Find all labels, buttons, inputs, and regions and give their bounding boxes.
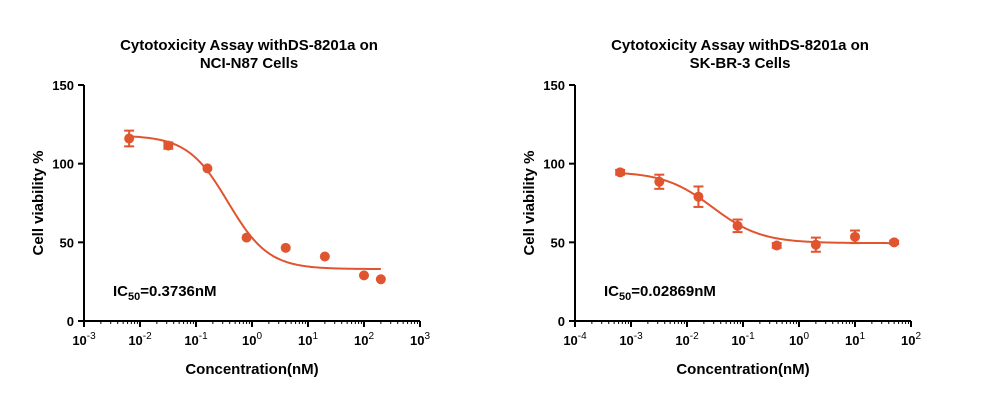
data-point (693, 191, 704, 202)
chart-title-line: Cytotoxicity Assay withDS-8201a on (611, 37, 869, 54)
x-tick-label: 10-1 (184, 331, 208, 348)
x-tick-label: 10-1 (731, 331, 755, 348)
x-tick-exponent: 1 (312, 331, 318, 342)
chart-title-line: NCI-N87 Cells (200, 55, 298, 72)
chart-title-line: SK-BR-3 Cells (690, 55, 791, 72)
x-tick-base: 10 (242, 333, 256, 348)
x-tick-exponent: -3 (634, 331, 643, 342)
chart-2: Cytotoxicity Assay withDS-8201a onSK-BR-… (521, 37, 921, 378)
data-point (771, 240, 782, 251)
x-tick-exponent: 0 (256, 331, 262, 342)
ic50-prefix: IC (113, 283, 128, 300)
fit-curve (129, 135, 381, 271)
data-point (319, 251, 330, 262)
data-point (810, 239, 821, 250)
y-tick-label: 150 (543, 78, 565, 93)
x-tick-exponent: 2 (915, 331, 921, 342)
ic50-value: =0.3736nM (140, 283, 216, 300)
x-tick-label: 102 (901, 331, 921, 348)
y-axis-title: Cell viability % (30, 150, 47, 255)
x-tick-label: 100 (242, 331, 262, 348)
x-tick-exponent: -1 (746, 331, 755, 342)
x-tick-base: 10 (298, 333, 312, 348)
y-tick-label: 100 (52, 157, 74, 172)
x-tick-exponent: -2 (690, 331, 699, 342)
fit-curve (620, 172, 895, 245)
chart-1: Cytotoxicity Assay withDS-8201a onNCI-N8… (30, 37, 430, 378)
x-tick-exponent: 3 (424, 331, 430, 342)
y-tick-label: 50 (60, 235, 74, 250)
x-tick-exponent: -4 (578, 331, 587, 342)
data-point (124, 133, 135, 144)
x-tick-exponent: -2 (143, 331, 152, 342)
x-tick-base: 10 (845, 333, 859, 348)
x-tick-label: 103 (410, 331, 430, 348)
y-tick-label: 0 (67, 314, 74, 329)
data-point (654, 176, 665, 187)
y-tick-label: 50 (551, 235, 565, 250)
data-point (163, 140, 174, 151)
x-tick-label: 10-2 (128, 331, 152, 348)
data-point (359, 270, 369, 281)
x-tick-label: 101 (845, 331, 865, 348)
y-tick-label: 0 (558, 314, 565, 329)
x-tick-base: 10 (901, 333, 915, 348)
x-tick-exponent: -3 (87, 331, 96, 342)
x-tick-label: 10-4 (563, 331, 587, 348)
y-axis-title: Cell viability % (521, 150, 538, 255)
x-tick-base: 10 (410, 333, 424, 348)
x-tick-label: 102 (354, 331, 374, 348)
x-tick-exponent: 0 (803, 331, 809, 342)
data-point (615, 167, 626, 178)
x-axis-title: Concentration(nM) (185, 361, 318, 378)
ic50-subscript: 50 (619, 291, 631, 303)
data-point (850, 231, 860, 242)
x-tick-label: 101 (298, 331, 318, 348)
ic50-label: IC50=0.02869nM (604, 283, 716, 303)
x-tick-label: 10-3 (619, 331, 643, 348)
ic50-value: =0.02869nM (631, 283, 716, 300)
data-point (202, 163, 213, 174)
data-point (732, 220, 743, 231)
x-tick-exponent: 2 (368, 331, 374, 342)
x-tick-base: 10 (354, 333, 368, 348)
x-tick-base: 10 (675, 333, 689, 348)
x-tick-label: 10-3 (72, 331, 96, 348)
x-tick-base: 10 (731, 333, 745, 348)
x-tick-base: 10 (128, 333, 142, 348)
data-point (889, 237, 900, 248)
y-tick-label: 150 (52, 78, 74, 93)
x-axis-title: Concentration(nM) (676, 361, 809, 378)
data-point (241, 232, 252, 243)
chart-title-line: Cytotoxicity Assay withDS-8201a on (120, 37, 378, 54)
data-point (375, 274, 386, 285)
data-point (280, 242, 291, 253)
ic50-label: IC50=0.3736nM (113, 283, 217, 303)
x-tick-exponent: 1 (859, 331, 865, 342)
x-tick-label: 100 (789, 331, 809, 348)
ic50-prefix: IC (604, 283, 619, 300)
x-tick-base: 10 (72, 333, 86, 348)
x-tick-base: 10 (789, 333, 803, 348)
x-tick-base: 10 (184, 333, 198, 348)
x-tick-exponent: -1 (199, 331, 208, 342)
y-tick-label: 100 (543, 157, 565, 172)
x-tick-base: 10 (563, 333, 577, 348)
x-tick-label: 10-2 (675, 331, 699, 348)
ic50-subscript: 50 (128, 291, 140, 303)
x-tick-base: 10 (619, 333, 633, 348)
